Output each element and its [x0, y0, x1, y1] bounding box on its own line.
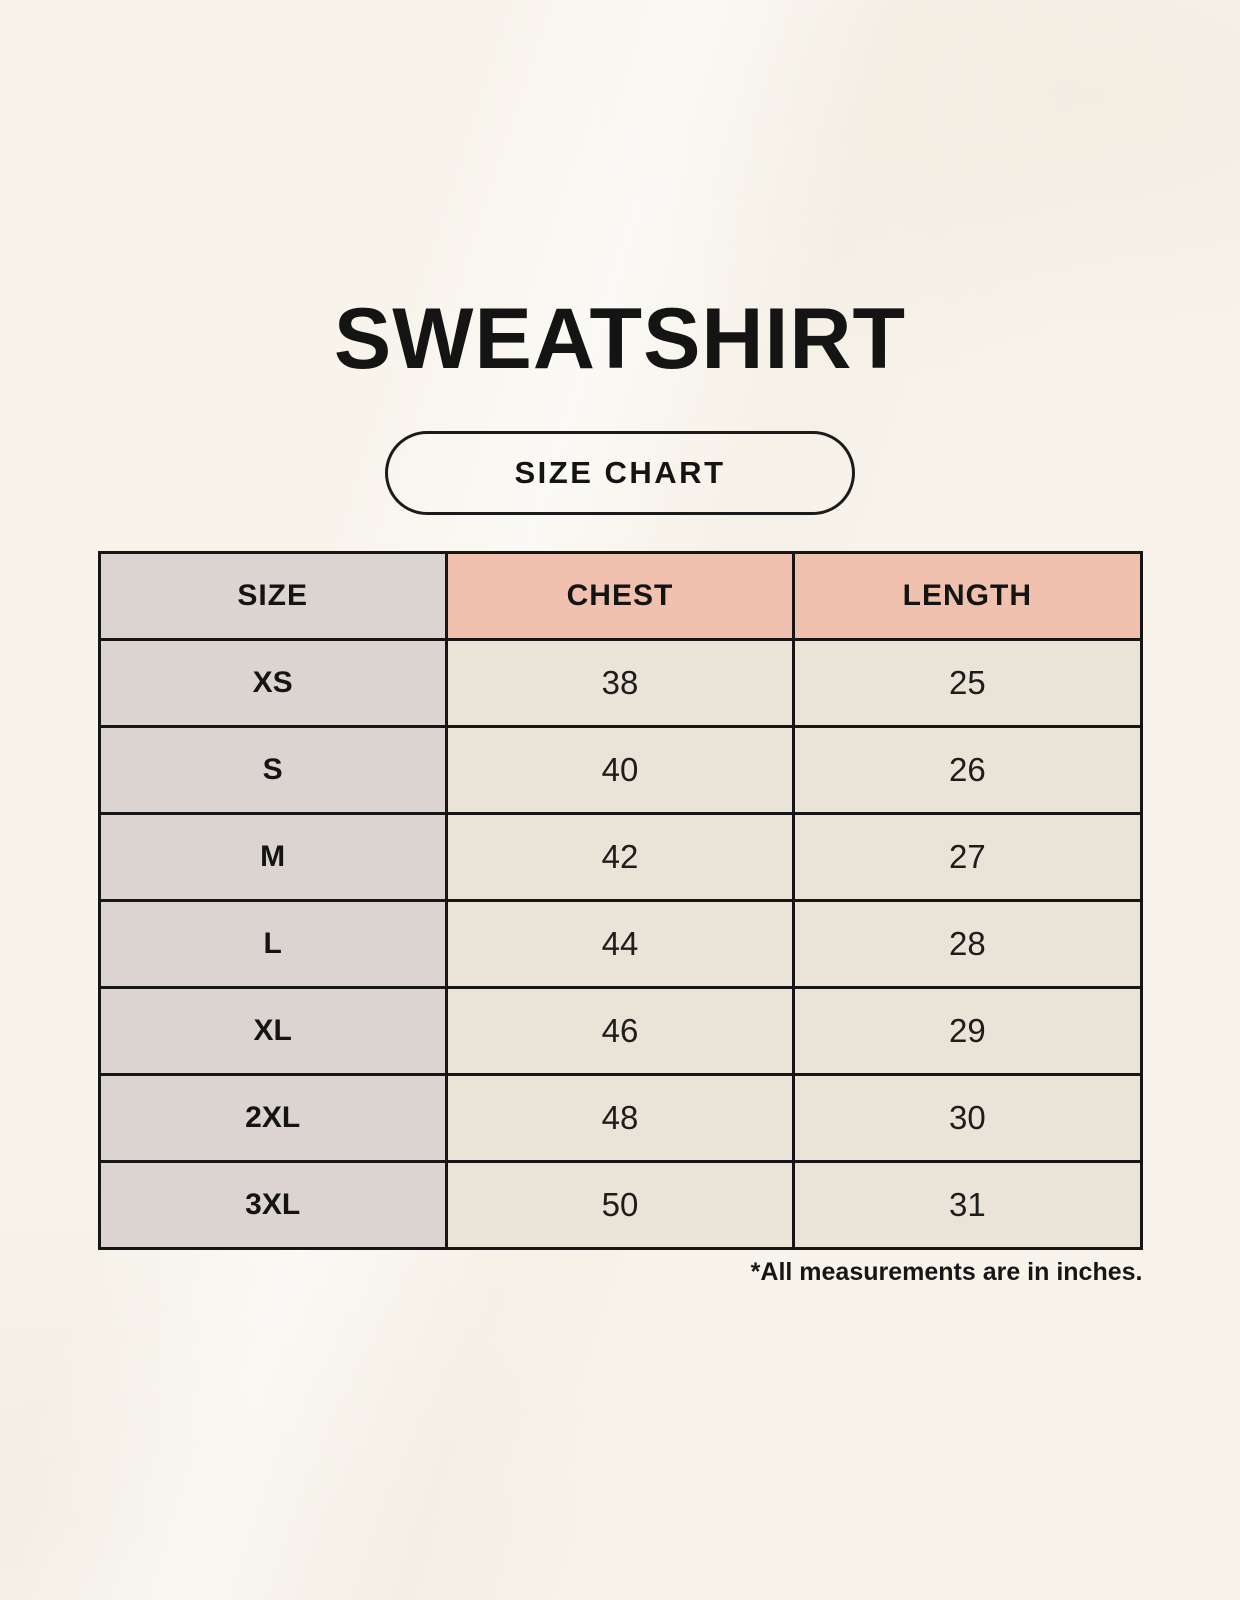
- size-label: S: [97, 724, 448, 815]
- badge-row: SIZE CHART: [0, 430, 1240, 515]
- table-row-m: M 42 27: [97, 811, 1143, 902]
- length-value: 29: [792, 985, 1143, 1076]
- size-label: XL: [97, 985, 448, 1076]
- length-value: 28: [792, 898, 1143, 989]
- chest-value: 42: [444, 811, 796, 902]
- length-value: 26: [792, 724, 1143, 815]
- chest-value: 44: [444, 898, 796, 989]
- chest-value: 46: [444, 985, 796, 1076]
- chest-value: 38: [444, 637, 796, 728]
- table-row-xs: XS 38 25: [97, 637, 1143, 728]
- chest-value: 48: [444, 1072, 796, 1163]
- page-title: SWEATSHIRT: [333, 291, 907, 387]
- chest-value: 50: [444, 1159, 796, 1250]
- table-row-3xl: 3XL 50 31: [97, 1159, 1143, 1250]
- size-label: 3XL: [97, 1159, 448, 1250]
- table-header: SIZE CHEST LENGTH: [97, 550, 1143, 641]
- size-label: M: [97, 811, 448, 902]
- table-row-l: L 44 28: [97, 898, 1143, 989]
- length-value: 30: [792, 1072, 1143, 1163]
- size-chart-badge-label: SIZE CHART: [514, 454, 726, 490]
- table-body: XS 38 25 S 40 26 M 42 27 L 44 28: [97, 637, 1143, 1250]
- size-chart-badge: SIZE CHART: [385, 430, 855, 515]
- header-row: SIZE CHEST LENGTH: [97, 550, 1143, 641]
- length-value: 31: [792, 1159, 1143, 1250]
- size-chart-table: SIZE CHEST LENGTH XS 38 25 S 40 26 M: [97, 550, 1143, 1250]
- size-label: L: [97, 898, 448, 989]
- column-header-chest: CHEST: [444, 550, 796, 641]
- table-row-xl: XL 46 29: [97, 985, 1143, 1076]
- length-value: 27: [792, 811, 1143, 902]
- table-row-s: S 40 26: [97, 724, 1143, 815]
- length-value: 25: [792, 637, 1143, 728]
- measurements-note: *All measurements are in inches.: [750, 1257, 1143, 1286]
- column-header-size: SIZE: [97, 550, 448, 641]
- chest-value: 40: [444, 724, 796, 815]
- column-header-length: LENGTH: [792, 550, 1143, 641]
- size-label: XS: [97, 637, 448, 728]
- table-container: SIZE CHEST LENGTH XS 38 25 S 40 26 M: [97, 550, 1143, 1250]
- table-row-2xl: 2XL 48 30: [97, 1072, 1143, 1163]
- size-label: 2XL: [97, 1072, 448, 1163]
